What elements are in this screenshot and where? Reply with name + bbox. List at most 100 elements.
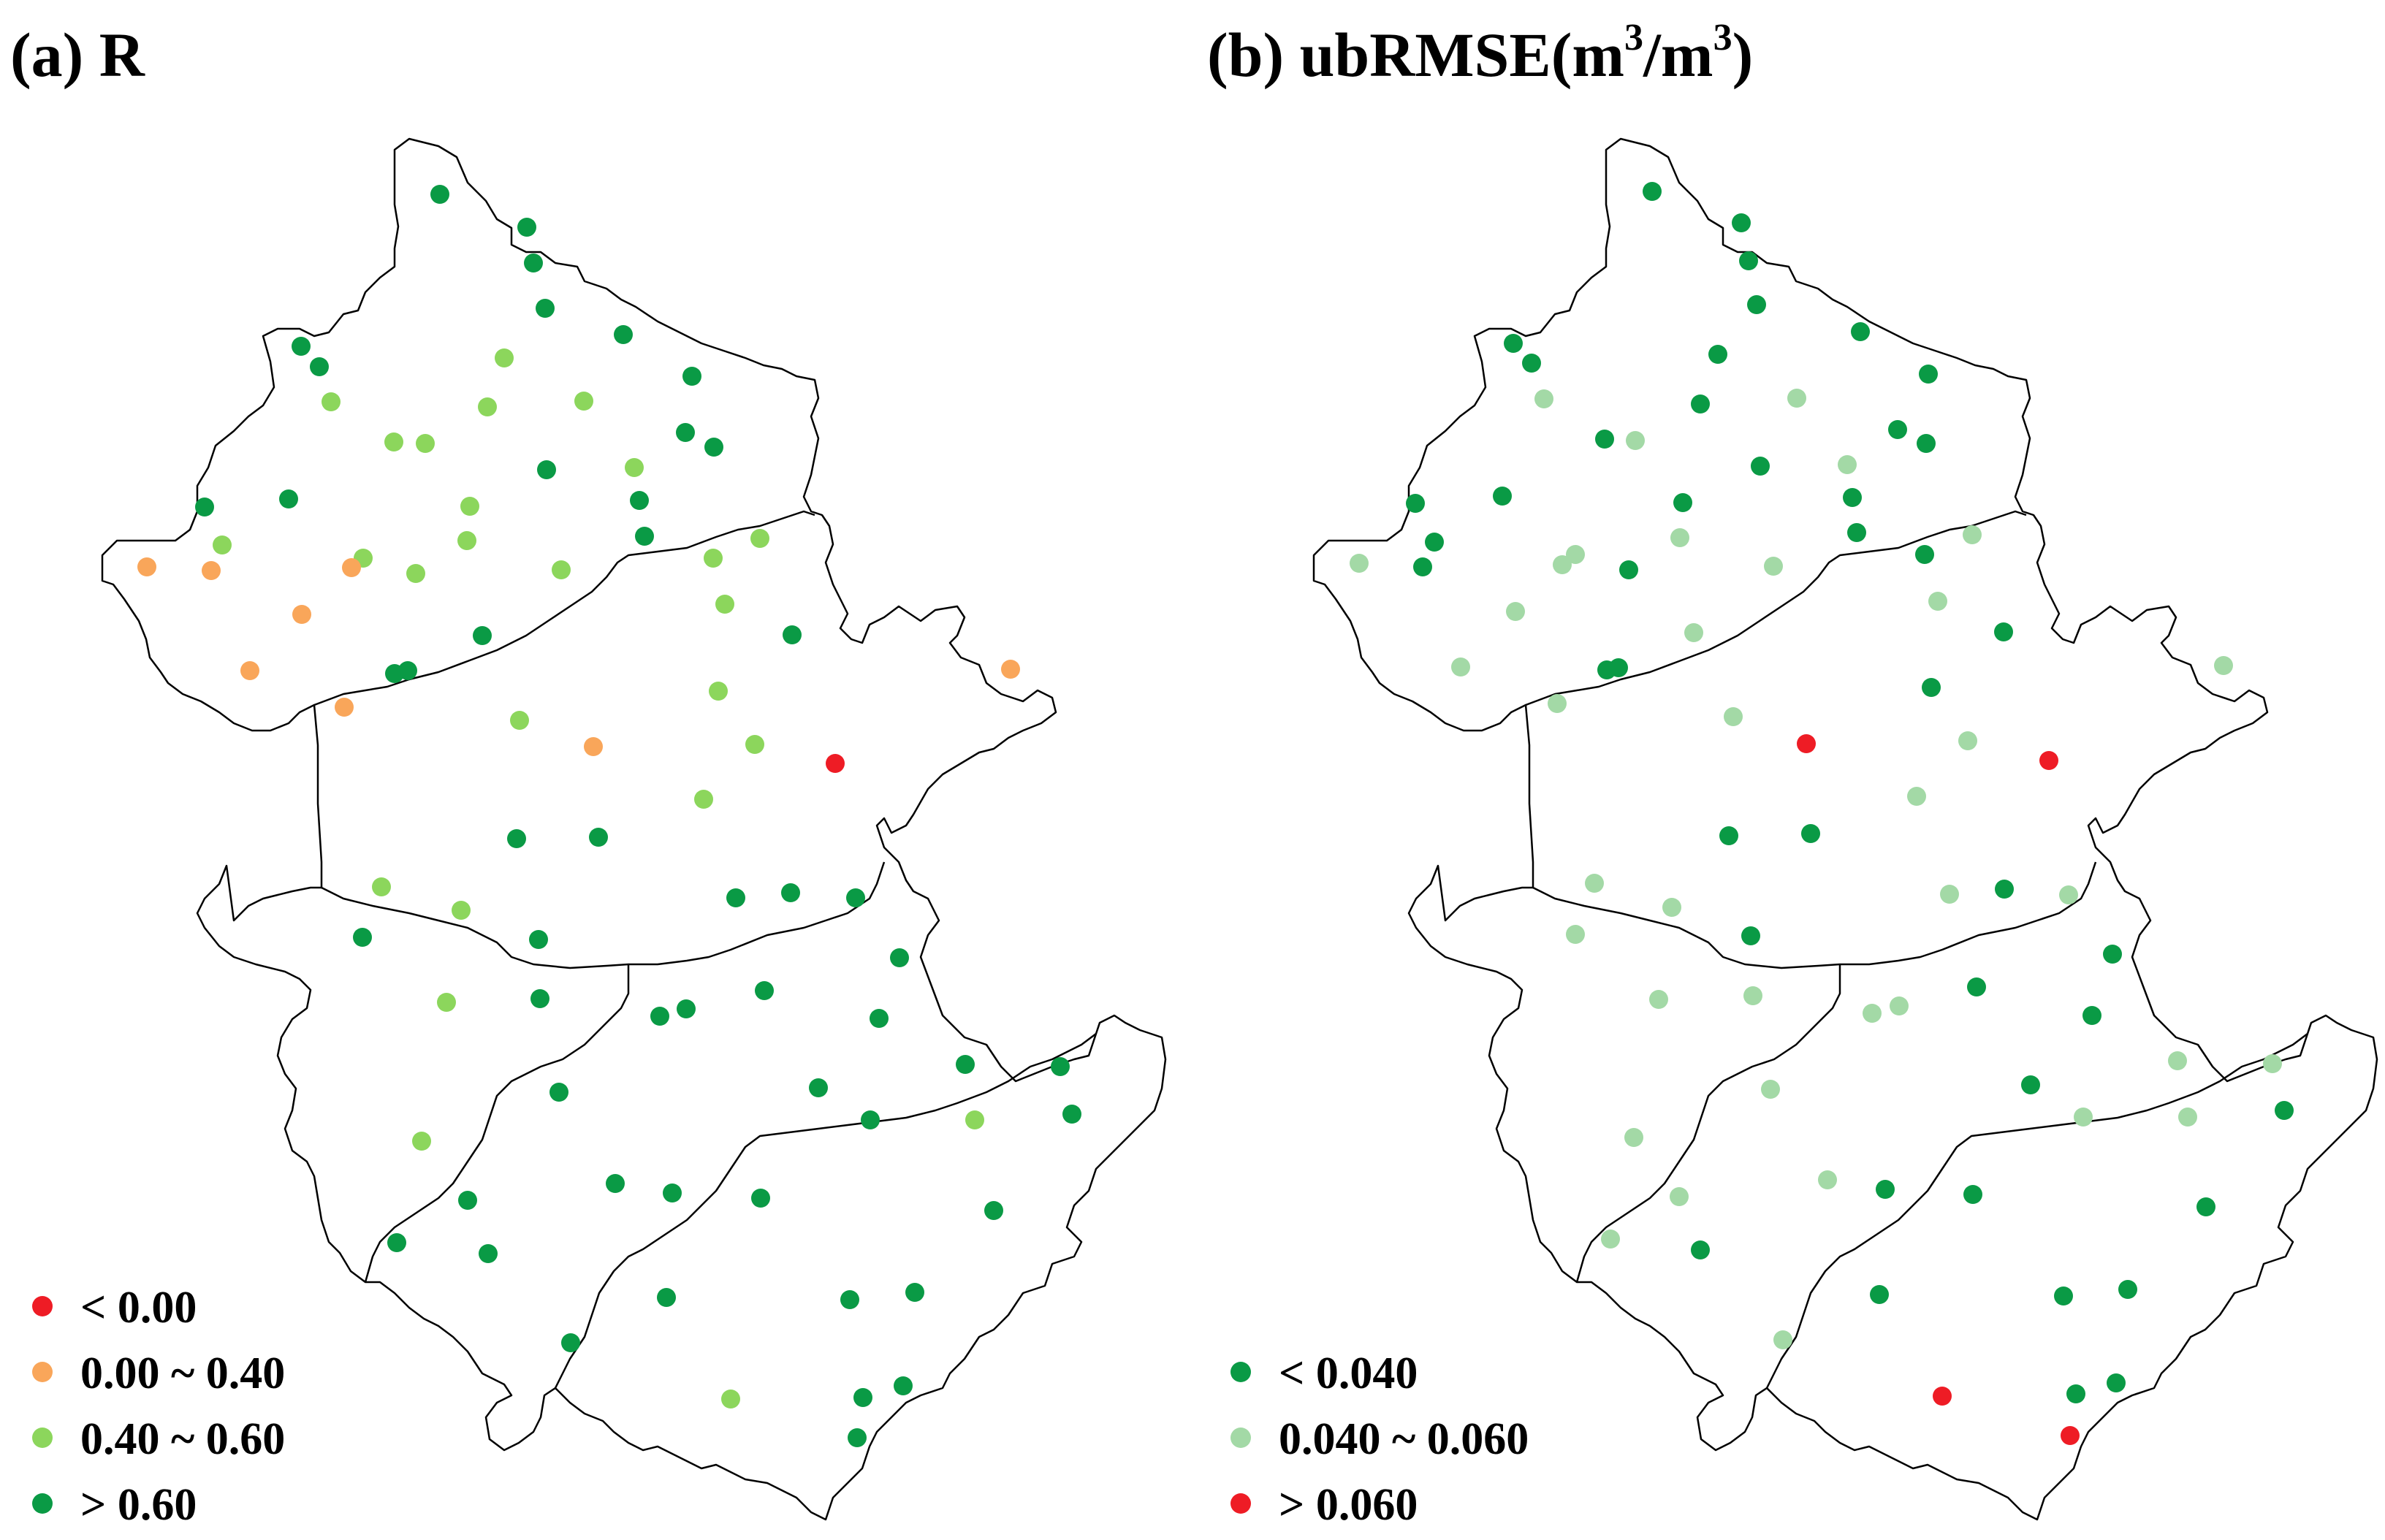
- map-b-station-point-7: [1851, 322, 1870, 341]
- map-b-station-point-19: [1406, 494, 1425, 513]
- map-a-station-point-24: [635, 527, 654, 546]
- map-b-station-point-35: [1506, 602, 1525, 621]
- map-b-station-point-33: [1963, 525, 1982, 544]
- map-b-station-point-72: [1624, 1128, 1643, 1147]
- legend-panel-b: < 0.040 0.040 ~ 0.060 > 0.060: [1220, 1344, 1629, 1530]
- map-a-station-point-37: [783, 625, 802, 644]
- legend-dot-red: [1230, 1493, 1251, 1514]
- map-a-station-point-47: [826, 754, 845, 773]
- map-a-station-point-43: [709, 682, 728, 701]
- map-b-station-point-16: [1917, 434, 1936, 453]
- map-a-region-boundary-3: [364, 964, 630, 1283]
- map-b-station-point-37: [1994, 622, 2013, 641]
- map-b-station-point-46: [1958, 731, 1977, 750]
- map-a-station-point-8: [682, 367, 701, 386]
- map-a-station-point-85: [853, 1388, 872, 1407]
- map-b-station-point-21: [1673, 493, 1692, 512]
- legend-label: > 0.60: [80, 1480, 197, 1530]
- legend-label: > 0.060: [1279, 1480, 1418, 1530]
- map-a-station-point-7: [614, 325, 633, 344]
- map-a-station-point-70: [965, 1110, 984, 1129]
- map-b-station-point-87: [2061, 1426, 2080, 1445]
- map-a-station-point-56: [353, 928, 372, 947]
- map-a-station-point-72: [412, 1132, 431, 1151]
- map-a-station-point-32: [704, 549, 723, 568]
- map-b-station-point-73: [1818, 1170, 1837, 1189]
- map-b-station-point-41: [2214, 656, 2233, 675]
- map-b-station-point-85: [2066, 1384, 2085, 1403]
- map-a-station-point-6: [310, 357, 329, 376]
- map-a-station-point-54: [846, 888, 865, 907]
- map-a-station-point-23: [213, 535, 232, 554]
- map-a-station-point-22: [630, 491, 649, 510]
- map-b-station-point-76: [1670, 1187, 1689, 1206]
- panel-b-title: (b) ubRMSE(m3/m3): [1207, 17, 1754, 90]
- map-b-station-point-4: [1747, 295, 1766, 314]
- map-b-station-point-29: [1553, 555, 1572, 574]
- map-b-station-point-9: [1708, 345, 1727, 364]
- map-a-station-point-67: [549, 1083, 568, 1102]
- map-a-station-point-57: [529, 930, 548, 949]
- map-b-station-point-60: [1743, 986, 1762, 1005]
- map-b-station-point-15: [1888, 420, 1907, 439]
- panel-a-title: (a) R: [10, 20, 145, 90]
- map-a-station-point-36: [473, 626, 492, 645]
- map-b-station-point-74: [1876, 1180, 1895, 1199]
- legend-label: 0.00 ~ 0.40: [80, 1349, 286, 1398]
- map-a-station-point-65: [956, 1055, 975, 1074]
- legend-dot-dark-green: [1230, 1362, 1251, 1382]
- map-b-region-boundary-4: [1765, 1033, 2308, 1389]
- map-b-station-point-70: [2178, 1108, 2197, 1127]
- map-b-station-point-6: [1522, 354, 1541, 373]
- legend-dot-light-green: [32, 1427, 53, 1448]
- map-a-station-point-9: [495, 348, 514, 367]
- map-a-station-point-15: [676, 423, 695, 442]
- map-b-station-point-56: [1566, 925, 1585, 944]
- map-b-region-boundary-3: [1575, 964, 1841, 1283]
- map-a-station-point-17: [537, 460, 556, 479]
- map-b-region-boundary-1: [1525, 510, 2027, 706]
- map-a-station-point-69: [861, 1110, 880, 1129]
- map-b-station-point-64: [2082, 1006, 2101, 1025]
- map-b-station-point-31: [1764, 557, 1783, 576]
- map-b-station-point-26: [1670, 528, 1689, 547]
- map-a-station-point-66: [1051, 1057, 1070, 1076]
- map-b-station-point-63: [1967, 977, 1986, 996]
- map-a-station-point-64: [870, 1009, 889, 1028]
- map-a-station-point-46: [745, 735, 764, 754]
- map-b-station-point-80: [1870, 1285, 1889, 1304]
- map-a-station-point-50: [589, 828, 608, 847]
- map-a-station-point-35: [292, 605, 311, 624]
- map-b-station-point-71: [2275, 1101, 2294, 1120]
- map-b-station-point-12: [1787, 389, 1806, 408]
- map-b-station-point-18: [1838, 455, 1857, 474]
- map-panel-b: [1312, 137, 2378, 1521]
- map-a-station-point-14: [416, 434, 435, 453]
- map-b-station-point-10: [1534, 389, 1553, 408]
- map-a-station-point-40: [398, 661, 417, 680]
- map-b-station-point-23: [1425, 533, 1444, 552]
- map-a-station-point-81: [840, 1290, 859, 1309]
- map-b-station-point-30: [1619, 560, 1638, 579]
- map-b-station-point-40: [1609, 658, 1628, 677]
- map-a-station-point-76: [458, 1191, 477, 1210]
- map-b-station-point-3: [1739, 251, 1758, 270]
- map-a-station-point-28: [202, 561, 221, 580]
- map-a-station-point-3: [524, 254, 543, 272]
- map-a-station-point-86: [894, 1376, 913, 1395]
- map-b-station-point-82: [2118, 1280, 2137, 1299]
- map-a-station-point-31: [552, 560, 571, 579]
- map-a-station-point-78: [387, 1233, 406, 1252]
- map-b-station-point-58: [2103, 945, 2122, 964]
- map-a-region-boundary-4: [554, 1033, 1097, 1389]
- map-a-station-point-11: [478, 397, 497, 416]
- legend-label: 0.040 ~ 0.060: [1279, 1414, 1529, 1464]
- map-b-station-point-81: [2054, 1286, 2073, 1305]
- map-a-region-boundary-1: [313, 510, 815, 706]
- map-a-station-point-16: [704, 438, 723, 457]
- map-a-station-point-44: [510, 711, 529, 730]
- legend-label: < 0.00: [80, 1283, 197, 1333]
- map-a-station-point-82: [905, 1283, 924, 1302]
- map-a-station-point-33: [750, 529, 769, 548]
